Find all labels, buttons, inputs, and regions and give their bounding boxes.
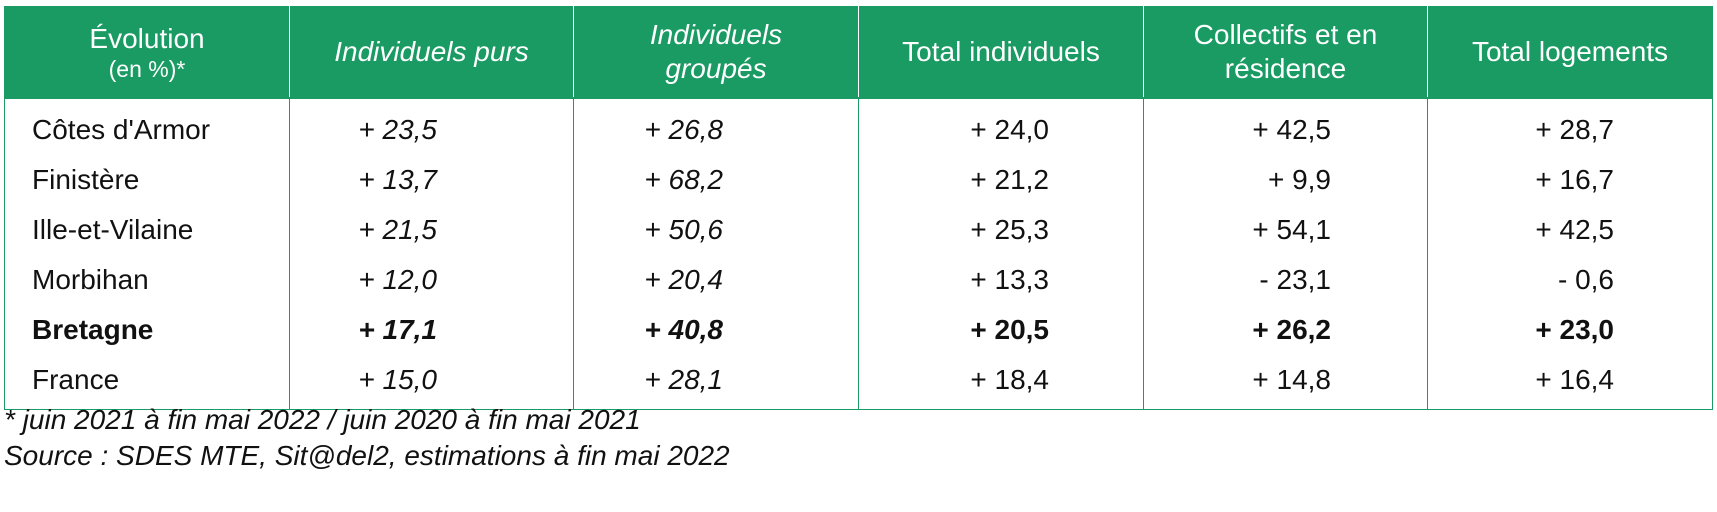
cell-collectifs: + 42,5 <box>1143 98 1428 155</box>
table-notes: * juin 2021 à fin mai 2022 / juin 2020 à… <box>4 402 730 474</box>
header-evolution-title: Évolution <box>89 22 205 54</box>
cell-individuels-groupes: + 20,4 <box>573 255 859 305</box>
data-table-container: Évolution (en %)* Individuels purs Indiv… <box>4 6 1713 410</box>
cell-individuels-purs: + 13,7 <box>289 155 574 205</box>
table-row-ille-et-vilaine: Ille-et-Vilaine + 21,5 + 50,6 + 25,3 + 5… <box>4 205 1713 255</box>
cell-region: Bretagne <box>4 305 290 355</box>
cell-collectifs: - 23,1 <box>1143 255 1428 305</box>
cell-individuels-purs: + 17,1 <box>289 305 574 355</box>
cell-individuels-groupes: + 40,8 <box>573 305 859 355</box>
cell-total-logements: + 23,0 <box>1427 305 1713 355</box>
cell-region: France <box>4 355 290 410</box>
header-individuels-groupes-line2: groupés <box>665 52 767 84</box>
cell-individuels-groupes: + 26,8 <box>573 98 859 155</box>
header-total-logements: Total logements <box>1427 6 1713 99</box>
cell-total-logements: + 16,7 <box>1427 155 1713 205</box>
cell-region: Finistère <box>4 155 290 205</box>
header-row: Évolution (en %)* Individuels purs Indiv… <box>4 6 1713 99</box>
table-header: Évolution (en %)* Individuels purs Indiv… <box>4 6 1713 99</box>
cell-total-logements: - 0,6 <box>1427 255 1713 305</box>
cell-total-individuels: + 21,2 <box>858 155 1144 205</box>
cell-individuels-groupes: + 50,6 <box>573 205 859 255</box>
cell-total-individuels: + 13,3 <box>858 255 1144 305</box>
header-total-individuels: Total individuels <box>858 6 1144 99</box>
cell-total-individuels: + 24,0 <box>858 98 1144 155</box>
cell-total-logements: + 16,4 <box>1427 355 1713 410</box>
table-row-morbihan: Morbihan + 12,0 + 20,4 + 13,3 - 23,1 - 0… <box>4 255 1713 305</box>
header-evolution: Évolution (en %)* <box>4 6 290 99</box>
header-collectifs-line2: résidence <box>1224 52 1347 84</box>
table-row-france: France + 15,0 + 28,1 + 18,4 + 14,8 + 16,… <box>4 355 1713 410</box>
table-row-finistere: Finistère + 13,7 + 68,2 + 21,2 + 9,9 + 1… <box>4 155 1713 205</box>
cell-region: Morbihan <box>4 255 290 305</box>
header-collectifs: Collectifs et en résidence <box>1143 6 1428 99</box>
cell-collectifs: + 54,1 <box>1143 205 1428 255</box>
table-row-bretagne: Bretagne + 17,1 + 40,8 + 20,5 + 26,2 + 2… <box>4 305 1713 355</box>
housing-evolution-table: Évolution (en %)* Individuels purs Indiv… <box>4 6 1713 410</box>
header-individuels-groupes: Individuels groupés <box>573 6 859 99</box>
header-evolution-unit: (en %)* <box>108 55 186 82</box>
cell-individuels-purs: + 12,0 <box>289 255 574 305</box>
cell-individuels-groupes: + 68,2 <box>573 155 859 205</box>
cell-individuels-purs: + 15,0 <box>289 355 574 410</box>
table-row-cotes-darmor: Côtes d'Armor + 23,5 + 26,8 + 24,0 + 42,… <box>4 98 1713 155</box>
cell-region: Ille-et-Vilaine <box>4 205 290 255</box>
cell-total-logements: + 42,5 <box>1427 205 1713 255</box>
header-individuels-purs: Individuels purs <box>289 6 574 99</box>
cell-collectifs: + 14,8 <box>1143 355 1428 410</box>
table-body: Côtes d'Armor + 23,5 + 26,8 + 24,0 + 42,… <box>4 98 1713 410</box>
cell-total-individuels: + 25,3 <box>858 205 1144 255</box>
cell-region: Côtes d'Armor <box>4 98 290 155</box>
header-collectifs-line1: Collectifs et en <box>1193 18 1378 50</box>
cell-individuels-purs: + 23,5 <box>289 98 574 155</box>
footnote-period: * juin 2021 à fin mai 2022 / juin 2020 à… <box>4 404 641 435</box>
cell-individuels-purs: + 21,5 <box>289 205 574 255</box>
source-note: Source : SDES MTE, Sit@del2, estimations… <box>4 440 730 471</box>
cell-total-individuels: + 18,4 <box>858 355 1144 410</box>
cell-individuels-groupes: + 28,1 <box>573 355 859 410</box>
cell-total-individuels: + 20,5 <box>858 305 1144 355</box>
cell-total-logements: + 28,7 <box>1427 98 1713 155</box>
cell-collectifs: + 9,9 <box>1143 155 1428 205</box>
header-individuels-groupes-line1: Individuels <box>649 18 783 50</box>
cell-collectifs: + 26,2 <box>1143 305 1428 355</box>
